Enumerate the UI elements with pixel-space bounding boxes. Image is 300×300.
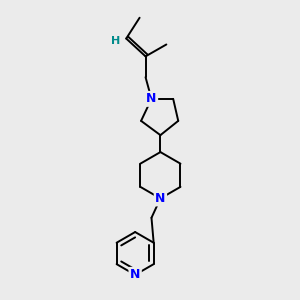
Text: N: N xyxy=(130,268,140,281)
Text: N: N xyxy=(155,192,166,205)
Text: N: N xyxy=(146,92,157,105)
Text: H: H xyxy=(111,36,120,46)
